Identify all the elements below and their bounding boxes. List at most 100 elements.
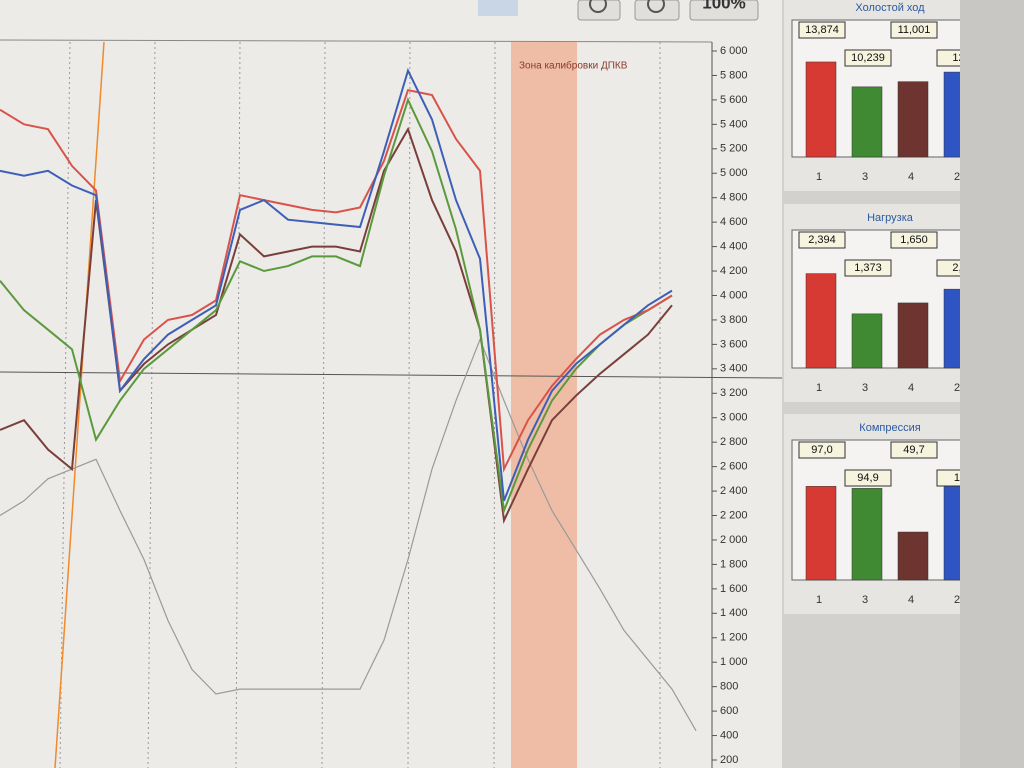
y-axis: 200 400 600 800 1 000 1 200 1 400 1 600 1 800 2 0… — [712, 45, 748, 766]
y-tick-label: 2 200 — [720, 509, 748, 521]
bar — [897, 531, 929, 581]
value-label-box — [890, 231, 938, 249]
y-tick-label: 1 400 — [720, 607, 748, 619]
grid-line — [321, 41, 326, 768]
value-label: 49,7 — [903, 444, 924, 456]
value-label: 94,9 — [857, 472, 878, 484]
bar — [897, 302, 929, 369]
series-line — [0, 67, 673, 502]
y-tick-label: 5 400 — [720, 118, 748, 130]
y-tick-label: 1 000 — [720, 656, 748, 668]
y-tick-label: 2 800 — [720, 436, 748, 448]
cursor-vertical — [54, 41, 105, 768]
x-tick-label: 1 — [816, 382, 822, 394]
toolbar: 100% — [478, 0, 759, 21]
value-label-box — [844, 469, 892, 487]
x-tick-label: 4 — [908, 382, 914, 394]
y-tick-label: 2 400 — [720, 485, 748, 497]
grid-line — [407, 41, 411, 768]
bar-panels: Холостой ход13,874110,239311,001412,2Наг… — [784, 0, 1024, 768]
bar — [897, 81, 929, 158]
x-tick-label: 2 — [954, 171, 960, 183]
value-label-box — [798, 21, 846, 39]
bar — [805, 486, 837, 581]
bar — [805, 273, 837, 369]
bar — [805, 61, 837, 158]
panel-edge — [960, 0, 1024, 768]
value-label-box — [844, 49, 892, 67]
y-tick-label: 800 — [720, 681, 738, 693]
value-label-box — [844, 259, 892, 277]
x-tick-label: 1 — [816, 594, 822, 606]
x-tick-label: 4 — [908, 171, 914, 183]
y-tick-label: 3 200 — [720, 387, 748, 399]
cursor-horizontal — [0, 371, 783, 379]
zoom-out-button[interactable] — [634, 0, 680, 21]
y-tick-label: 5 600 — [720, 94, 748, 106]
y-tick-label: 600 — [720, 705, 738, 717]
y-tick-label: 1 200 — [720, 632, 748, 644]
bar — [851, 488, 883, 581]
grid-line — [235, 41, 241, 768]
y-tick-label: 5 800 — [720, 69, 748, 81]
y-tick-label: 1 800 — [720, 558, 748, 570]
y-tick-label: 2 000 — [720, 534, 748, 546]
y-tick-label: 4 200 — [720, 265, 748, 277]
zoom-in-icon — [589, 0, 607, 13]
x-tick-label: 4 — [908, 594, 914, 606]
value-label: 2,394 — [808, 234, 836, 246]
value-label: 11,001 — [898, 24, 931, 36]
zoom-out-icon — [647, 0, 665, 13]
x-tick-label: 3 — [862, 171, 868, 183]
bar-chart-title: Нагрузка — [867, 212, 914, 224]
plot — [0, 67, 697, 731]
y-tick-label: 3 400 — [720, 363, 748, 375]
y-tick-label: 2 600 — [720, 461, 748, 473]
y-tick-label: 4 400 — [720, 240, 748, 252]
y-tick-label: 3 000 — [720, 412, 748, 424]
value-label: 13,874 — [805, 24, 839, 36]
value-label: 97,0 — [811, 444, 832, 456]
y-tick-label: 400 — [720, 729, 738, 741]
y-tick-label: 4 800 — [720, 192, 748, 204]
grid-line — [493, 41, 496, 768]
value-label-box — [798, 441, 846, 459]
y-tick-label: 5 200 — [720, 143, 748, 155]
y-tick-label: 5 000 — [720, 167, 748, 179]
value-label: 1,650 — [900, 234, 928, 246]
y-tick-label: 200 — [720, 754, 738, 766]
bar — [851, 313, 883, 369]
series-line — [0, 337, 697, 731]
zoom-level[interactable]: 100% — [702, 0, 745, 12]
x-tick-label: 3 — [862, 382, 868, 394]
x-tick-label: 1 — [816, 171, 822, 183]
bar-chart-title: Холостой ход — [855, 2, 925, 14]
value-label: 10,239 — [851, 52, 885, 64]
y-tick-label: 4 600 — [720, 216, 748, 228]
plot-top-border — [0, 39, 713, 43]
x-tick-label: 2 — [954, 594, 960, 606]
series-line — [0, 97, 673, 515]
value-label-box — [890, 441, 938, 459]
tool-button[interactable] — [478, 0, 518, 16]
value-label-box — [798, 231, 846, 249]
bar — [851, 86, 883, 158]
zoom-in-button[interactable] — [577, 0, 621, 21]
grid-line — [59, 41, 71, 768]
value-label-box — [890, 21, 938, 39]
zone-label: Зона калибровки ДПКВ — [519, 60, 628, 72]
y-tick-label: 6 000 — [720, 45, 748, 57]
vertical-grid — [59, 41, 661, 768]
grid-line — [147, 41, 156, 768]
y-tick-label: 3 600 — [720, 338, 748, 350]
zoom-reset-button[interactable] — [689, 0, 759, 21]
bar-chart-title: Компрессия — [859, 422, 920, 434]
chart-background — [0, 0, 782, 768]
value-label: 1,373 — [854, 262, 882, 274]
x-tick-label: 2 — [954, 382, 960, 394]
y-tick-label: 1 600 — [720, 583, 748, 595]
y-tick-label: 3 800 — [720, 314, 748, 326]
x-tick-label: 3 — [862, 594, 868, 606]
